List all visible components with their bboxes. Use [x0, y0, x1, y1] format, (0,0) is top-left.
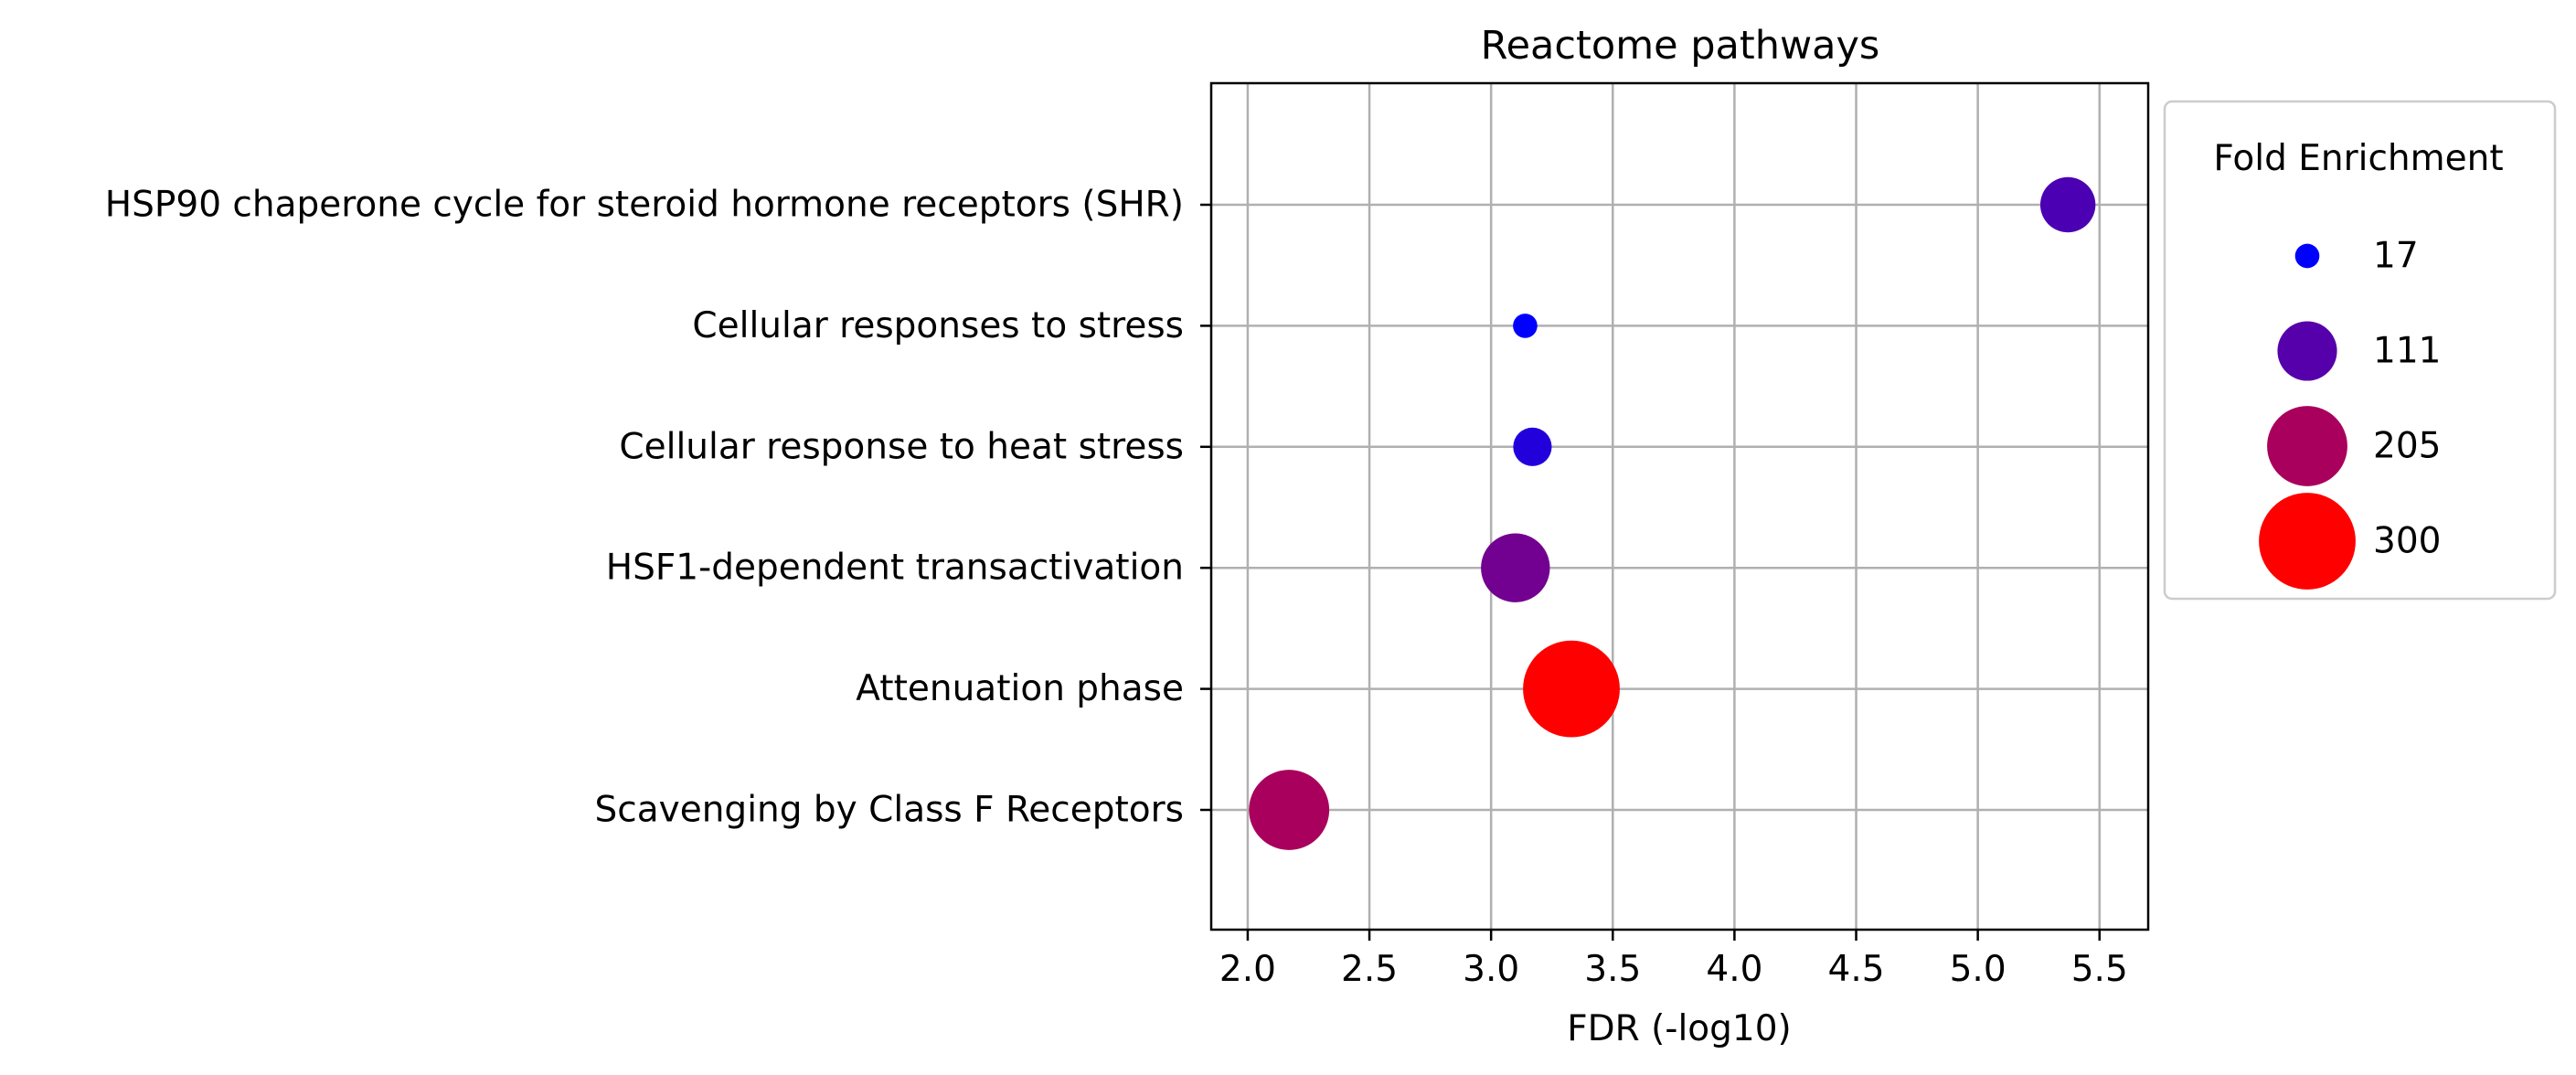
data-point: [1481, 533, 1550, 602]
data-point: [1523, 640, 1620, 738]
y-category-label: HSP90 chaperone cycle for steroid hormon…: [105, 185, 1184, 226]
plot-frame: [1209, 81, 2150, 931]
legend-title: Fold Enrichment: [2213, 138, 2503, 179]
y-category-label: Attenuation phase: [856, 668, 1184, 709]
legend-marker: [2294, 243, 2320, 269]
x-tick-label: 2.5: [1341, 949, 1398, 990]
y-axis: HSP90 chaperone cycle for steroid hormon…: [105, 185, 1211, 831]
legend-label: 111: [2373, 331, 2441, 372]
legend-marker: [2259, 493, 2356, 590]
x-tick-label: 4.0: [1706, 949, 1762, 990]
legend-frame: [2163, 100, 2557, 601]
x-tick-label: 5.5: [2071, 949, 2128, 990]
legend-label: 300: [2373, 521, 2441, 562]
chart-title: Reactome pathways: [1481, 23, 1880, 69]
data-point: [1513, 427, 1552, 466]
legend: Fold Enrichment 17 111 205 300: [2163, 100, 2557, 601]
legend-label: 17: [2373, 236, 2419, 277]
points-layer: [1249, 176, 2096, 850]
y-category-label: Scavenging by Class F Receptors: [595, 790, 1184, 831]
x-tick-label: 2.0: [1219, 949, 1276, 990]
x-axis-label: FDR (-log10): [1567, 1008, 1792, 1049]
x-axis: 2.0 2.5 3.0 3.5 4.0 4.5 5.0 5.5: [1219, 930, 2128, 990]
x-tick-label: 3.0: [1463, 949, 1519, 990]
legend-marker: [2277, 321, 2337, 381]
y-category-label: Cellular responses to stress: [692, 305, 1184, 346]
grid-layer: [1211, 83, 2148, 930]
data-point: [2039, 176, 2096, 233]
legend-marker: [2267, 406, 2347, 486]
legend-label: 205: [2373, 426, 2441, 467]
x-tick-label: 4.5: [1828, 949, 1885, 990]
x-tick-label: 3.5: [1584, 949, 1641, 990]
data-point: [1249, 770, 1330, 850]
x-tick-label: 5.0: [1950, 949, 2007, 990]
data-point: [1513, 314, 1538, 338]
y-category-label: Cellular response to heat stress: [619, 426, 1184, 467]
y-category-label: HSF1-dependent transactivation: [606, 548, 1184, 589]
